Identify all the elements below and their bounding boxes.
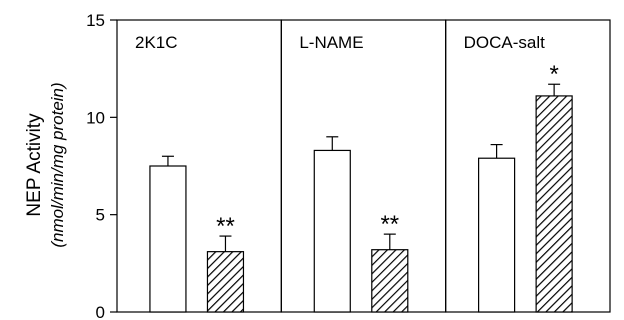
- y-tick-label: 10: [86, 108, 105, 127]
- panel-doca-salt: DOCA-salt*: [445, 19, 611, 313]
- y-axis-ticks: 0 5 10 15: [86, 11, 117, 320]
- panel-frame: [116, 19, 282, 313]
- panel-l-name: L-NAME **: [280, 19, 447, 313]
- y-tick-label: 15: [86, 11, 105, 30]
- significance-marker: **: [380, 211, 399, 238]
- y-tick-label: 5: [96, 206, 105, 225]
- bar-treated: [371, 249, 409, 313]
- bar-control: [149, 165, 187, 313]
- panel-label: DOCA-salt: [464, 33, 546, 52]
- y-axis-title: NEP Activity (nmol/min/mg protein): [24, 82, 67, 247]
- significance-marker: **: [216, 213, 235, 240]
- panel-frame: [445, 19, 611, 313]
- bar-treated: [535, 95, 573, 313]
- bar-treated: [206, 251, 245, 313]
- y-axis-label: NEP Activity: [24, 113, 45, 217]
- chart-panels: 2K1C ** L-NAME ** DOCA-salt*: [116, 19, 611, 313]
- significance-marker: *: [549, 61, 558, 88]
- bar-control: [313, 149, 351, 313]
- y-axis-unit-label: (nmol/min/mg protein): [48, 82, 67, 247]
- panel-label: 2K1C: [135, 33, 178, 52]
- panel-2k1c: 2K1C **: [116, 19, 282, 313]
- panel-frame: [280, 19, 447, 313]
- panel-label: L-NAME: [299, 33, 363, 52]
- y-tick-label: 0: [96, 303, 105, 320]
- bar-control: [478, 157, 516, 313]
